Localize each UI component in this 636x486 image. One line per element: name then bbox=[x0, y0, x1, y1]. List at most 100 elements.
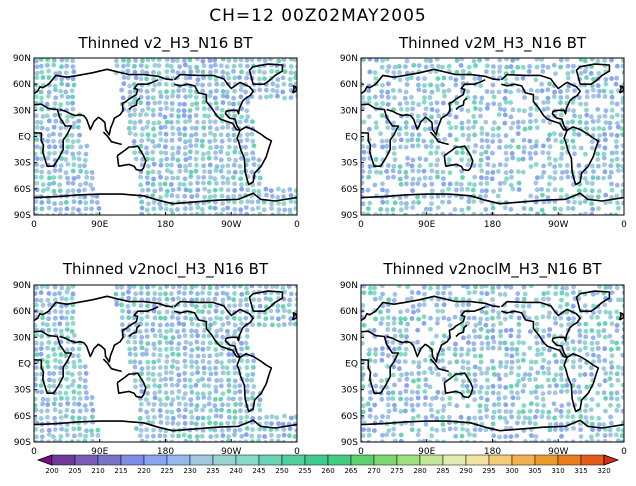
colorbar-box bbox=[258, 454, 283, 466]
lat-label: 60S bbox=[341, 185, 358, 195]
lat-label: EQ bbox=[345, 133, 358, 143]
lat-label: 60N bbox=[340, 80, 358, 90]
colorbar-label: 280 bbox=[413, 467, 426, 475]
lat-axis-2: 90N 60N 30N EQ 30S 60S 90S bbox=[340, 54, 364, 221]
lon-label: 90W bbox=[548, 220, 568, 230]
lat-axis-4: 90N 60N 30N EQ 30S 60S 90S bbox=[340, 281, 364, 448]
lon-label: 0 bbox=[358, 447, 364, 457]
observation-dots-2 bbox=[361, 58, 624, 215]
colorbar-label: 215 bbox=[114, 467, 127, 475]
colorbar-label: 250 bbox=[275, 467, 288, 475]
lat-label: 60N bbox=[13, 80, 31, 90]
colorbar-label: 235 bbox=[206, 467, 219, 475]
lon-label: 0 bbox=[31, 220, 37, 230]
lat-label: 30N bbox=[13, 106, 31, 116]
colorbar-label: 300 bbox=[505, 467, 518, 475]
colorbar-label: 230 bbox=[183, 467, 196, 475]
colorbar-label: 275 bbox=[390, 467, 403, 475]
lon-label: 180 bbox=[484, 220, 501, 230]
lon-label: 0 bbox=[621, 220, 627, 230]
colorbar-box bbox=[281, 454, 306, 466]
colorbar-high-arrow bbox=[603, 454, 620, 466]
colorbar-box bbox=[442, 454, 467, 466]
lon-label: 180 bbox=[484, 447, 501, 457]
colorbar-label: 265 bbox=[344, 467, 357, 475]
colorbar-box bbox=[557, 454, 582, 466]
coastlines-2 bbox=[361, 63, 624, 205]
coastlines-4 bbox=[361, 290, 624, 432]
colorbar-label: 225 bbox=[160, 467, 173, 475]
lat-label: 90S bbox=[14, 211, 31, 221]
lon-label: 90W bbox=[221, 447, 241, 457]
colorbar-box bbox=[465, 454, 490, 466]
lat-label: 30S bbox=[14, 159, 31, 169]
lon-label: 90E bbox=[418, 447, 435, 457]
colorbar-label: 295 bbox=[482, 467, 495, 475]
lat-label: 30N bbox=[340, 106, 358, 116]
colorbar-box bbox=[120, 454, 145, 466]
colorbar-label: 255 bbox=[298, 467, 311, 475]
lat-label: EQ bbox=[18, 360, 31, 370]
lat-label: 60N bbox=[13, 307, 31, 317]
colorbar-box bbox=[235, 454, 260, 466]
colorbar-label: 285 bbox=[436, 467, 449, 475]
colorbar-box bbox=[534, 454, 559, 466]
panel-2-title: Thinned v2M_H3_N16 BT bbox=[398, 34, 587, 52]
colorbar-box bbox=[143, 454, 168, 466]
lat-label: 60S bbox=[341, 412, 358, 422]
colorbar-label: 320 bbox=[597, 467, 610, 475]
colorbar-label: 240 bbox=[229, 467, 242, 475]
colorbar-box bbox=[189, 454, 214, 466]
lat-label: EQ bbox=[345, 360, 358, 370]
colorbar-label: 290 bbox=[459, 467, 472, 475]
lon-label: 0 bbox=[31, 447, 37, 457]
colorbar: 200 205 210 215 220 225 230 235 240 245 250 255 260 2… bbox=[36, 454, 620, 475]
colorbar-label: 305 bbox=[528, 467, 541, 475]
panel-1-title: Thinned v2_H3_N16 BT bbox=[78, 34, 253, 52]
colorbar-label: 220 bbox=[137, 467, 150, 475]
colorbar-box bbox=[419, 454, 444, 466]
observation-dots-3 bbox=[34, 285, 297, 442]
lon-axis-2: 0 90E 180 90W 0 bbox=[358, 212, 627, 230]
lat-label: 60S bbox=[14, 412, 31, 422]
lon-label: 90E bbox=[91, 447, 108, 457]
colorbar-label: 210 bbox=[91, 467, 104, 475]
colorbar-box bbox=[166, 454, 191, 466]
colorbar-label: 260 bbox=[321, 467, 334, 475]
lat-label: 30S bbox=[341, 386, 358, 396]
colorbar-box bbox=[97, 454, 122, 466]
coastlines-3 bbox=[34, 290, 297, 432]
colorbar-label: 205 bbox=[68, 467, 81, 475]
lon-axis-1: 0 90E 180 90W 0 bbox=[31, 212, 300, 230]
lat-label: 90N bbox=[340, 281, 358, 291]
lat-label: 30N bbox=[340, 333, 358, 343]
colorbar-box bbox=[488, 454, 513, 466]
panel-3-title: Thinned v2nocl_H3_N16 BT bbox=[62, 260, 269, 278]
lon-label: 90W bbox=[548, 447, 568, 457]
colorbar-box bbox=[580, 454, 605, 466]
lat-label: EQ bbox=[18, 133, 31, 143]
colorbar-label: 270 bbox=[367, 467, 380, 475]
lat-label: 90S bbox=[341, 438, 358, 448]
lat-label: 90S bbox=[341, 211, 358, 221]
coastlines-1 bbox=[34, 63, 297, 205]
lon-label: 0 bbox=[294, 220, 300, 230]
lon-label: 0 bbox=[294, 447, 300, 457]
lat-label: 90N bbox=[340, 54, 358, 64]
colorbar-label: 200 bbox=[45, 467, 58, 475]
lon-label: 0 bbox=[621, 447, 627, 457]
main-title: CH=12 00Z02MAY2005 bbox=[209, 6, 427, 26]
panel-4-title: Thinned v2noclM_H3_N16 BT bbox=[383, 260, 602, 278]
colorbar-box bbox=[511, 454, 536, 466]
lat-label: 90S bbox=[14, 438, 31, 448]
colorbar-box bbox=[212, 454, 237, 466]
observation-dots-1 bbox=[34, 58, 297, 215]
lon-label: 180 bbox=[157, 447, 174, 457]
colorbar-box bbox=[304, 454, 329, 466]
lon-axis-3: 0 90E 180 90W 0 bbox=[31, 439, 300, 457]
colorbar-box bbox=[373, 454, 398, 466]
colorbar-label: 310 bbox=[551, 467, 564, 475]
colorbar-box bbox=[51, 454, 76, 466]
